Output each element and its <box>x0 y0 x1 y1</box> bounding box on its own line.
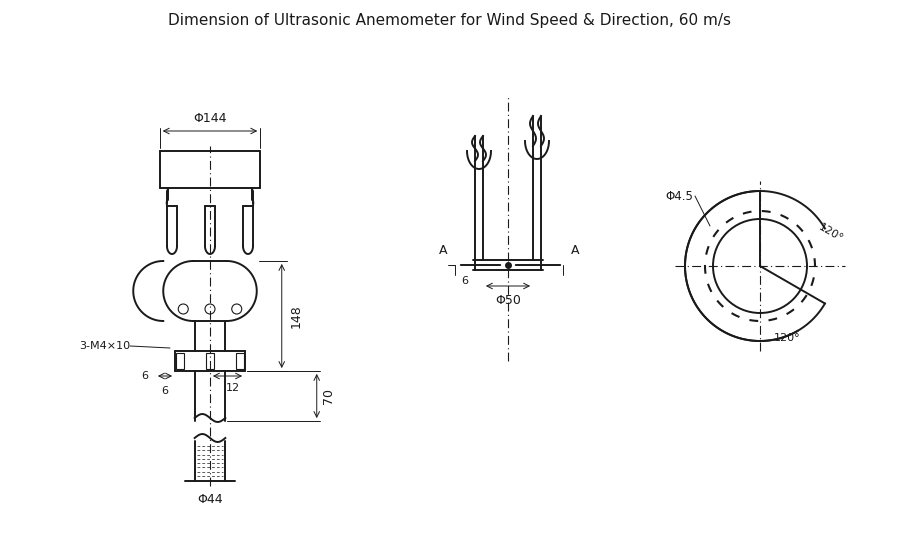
Text: Φ44: Φ44 <box>197 493 223 506</box>
Text: 120°: 120° <box>817 222 845 244</box>
Text: 120°: 120° <box>774 333 801 343</box>
Text: 70: 70 <box>322 388 335 404</box>
Text: A: A <box>571 244 580 257</box>
Text: 12: 12 <box>225 383 239 393</box>
Bar <box>236 353 244 369</box>
Text: 6: 6 <box>462 276 469 286</box>
Text: 6: 6 <box>141 371 149 381</box>
Text: A: A <box>439 244 447 257</box>
Text: Φ144: Φ144 <box>194 112 227 125</box>
Bar <box>176 353 184 369</box>
Text: Dimension of Ultrasonic Anemometer for Wind Speed & Direction, 60 m/s: Dimension of Ultrasonic Anemometer for W… <box>168 13 732 28</box>
Text: 6: 6 <box>161 386 168 396</box>
Bar <box>206 353 214 369</box>
Text: 3-M4×10: 3-M4×10 <box>79 341 130 351</box>
Text: Φ50: Φ50 <box>495 294 521 307</box>
Text: Φ4.5: Φ4.5 <box>665 190 693 203</box>
Text: 148: 148 <box>290 304 302 328</box>
